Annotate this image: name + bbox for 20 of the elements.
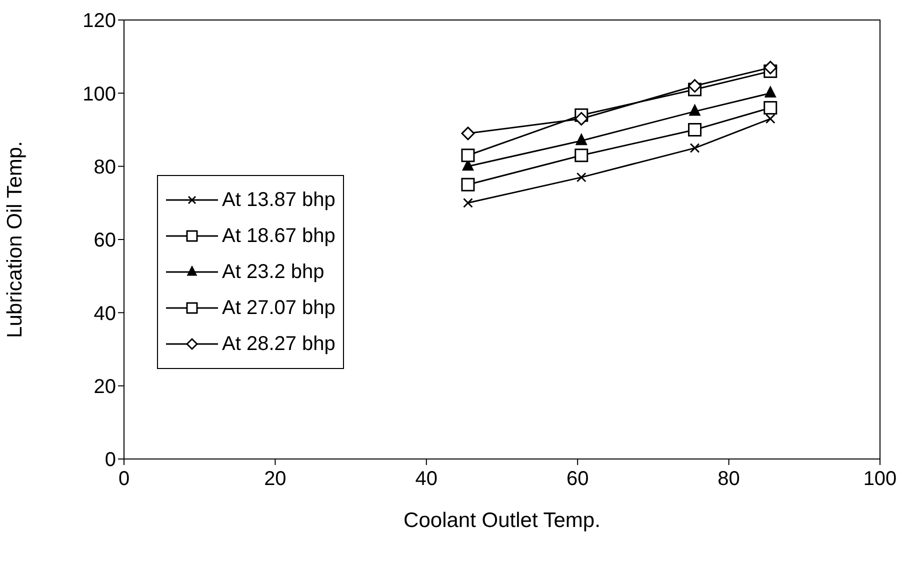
y-axis-title: Lubrication Oil Temp. xyxy=(3,141,26,338)
y-tick-label: 80 xyxy=(94,156,116,178)
y-tick-label: 0 xyxy=(104,449,116,472)
x-tick-label: 100 xyxy=(863,468,897,490)
y-tick-label: 40 xyxy=(94,302,116,325)
y-tick-label: 20 xyxy=(94,376,116,398)
legend-label: At 18.67 bhp xyxy=(222,224,336,248)
x-tick-label: 80 xyxy=(718,468,740,490)
x-axis-title: Coolant Outlet Temp. xyxy=(404,509,600,532)
legend-label: At 27.07 bhp xyxy=(222,296,336,320)
y-tick-label: 100 xyxy=(82,83,116,106)
legend-label: At 23.2 bhp xyxy=(222,260,324,284)
x-tick-label: 40 xyxy=(415,468,438,490)
x-tick-label: 0 xyxy=(118,468,130,490)
x-tick-label: 60 xyxy=(566,468,589,490)
y-tick-label: 120 xyxy=(82,10,116,32)
x-tick-label: 20 xyxy=(264,468,286,490)
legend-label: At 13.87 bhp xyxy=(222,188,336,212)
legend-label: At 28.27 bhp xyxy=(222,332,336,356)
y-tick-label: 60 xyxy=(94,230,116,252)
